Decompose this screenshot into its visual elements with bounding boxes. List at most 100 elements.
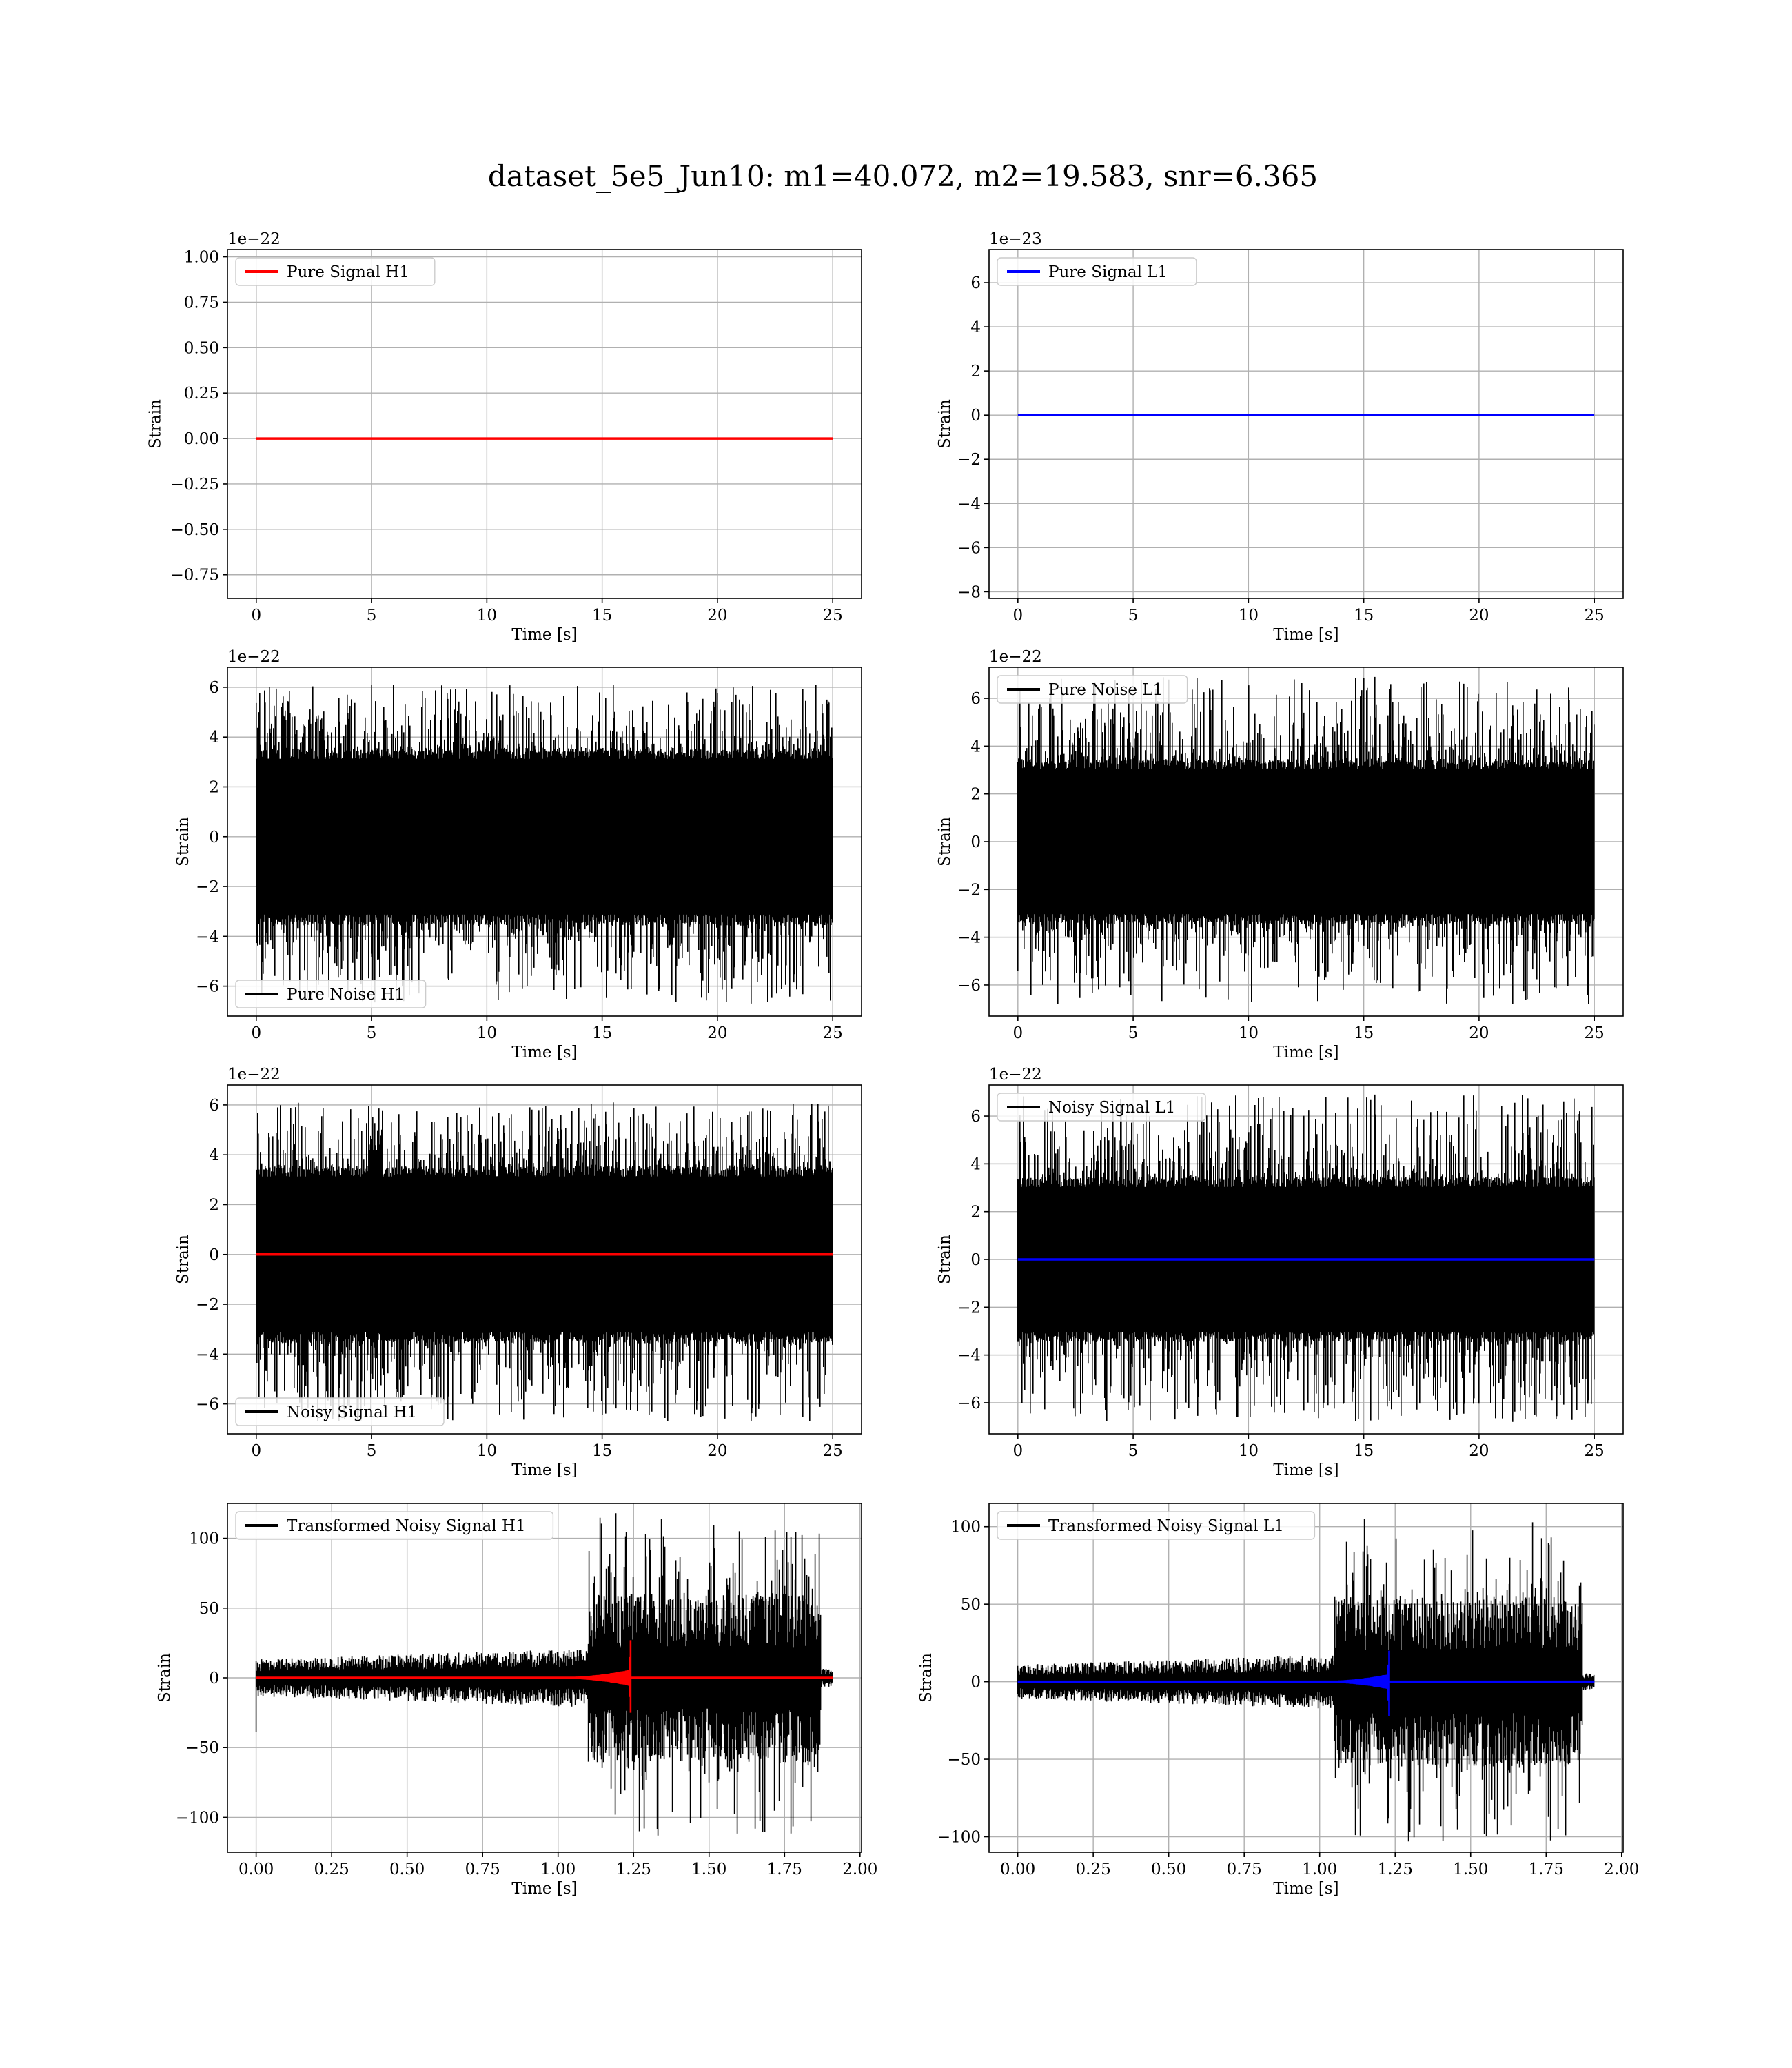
- x-tick-label: 0.50: [389, 1861, 425, 1878]
- y-tick-label: 4: [970, 318, 981, 336]
- y-axis-label: Strain: [936, 817, 954, 866]
- legend-label: Transformed Noisy Signal H1: [287, 1517, 526, 1535]
- y-tick-label: 0: [970, 833, 981, 851]
- legend: Transformed Noisy Signal H1: [235, 1511, 554, 1540]
- y-tick-label: 0: [970, 1251, 981, 1269]
- y-tick-label: 0.50: [184, 339, 219, 357]
- x-axis-label: Time [s]: [1273, 1461, 1338, 1479]
- x-tick-label: 1.00: [1302, 1861, 1337, 1878]
- y-tick-label: 0: [970, 1674, 981, 1692]
- y-tick-label: 4: [209, 1146, 219, 1164]
- legend-label: Pure Noise L1: [1048, 681, 1163, 699]
- x-tick-label: 10: [1239, 607, 1259, 625]
- x-tick-label: 1.50: [691, 1861, 726, 1878]
- y-tick-label: −8: [957, 583, 981, 601]
- subplot-grid: 0 5 10 15 20 25−0.75−0.50−0.250.000.250.500.7…: [147, 230, 1640, 1898]
- y-tick-label: 0: [209, 829, 219, 847]
- legend-label: Pure Signal L1: [1048, 263, 1168, 281]
- y-tick-label: 1.00: [184, 249, 219, 267]
- legend-box: [997, 257, 1197, 286]
- y-tick-label: 2: [209, 778, 219, 796]
- subplot-pure-noise-h1: 0 5 10 15 20 25 −6 −4 −2 0 2 4 6 Time [s] Strain 1e−22 P…: [174, 648, 862, 1062]
- x-tick-label: 15: [1354, 1024, 1374, 1042]
- subplot-transformed-noisy-signal-h1: 0.00 0.25 0.50 0.75 1.00 1.25 1.50 1.75 2.00 −100…: [156, 1503, 877, 1898]
- legend: Transformed Noisy Signal L1: [997, 1511, 1316, 1540]
- legend-label: Noisy Signal L1: [1048, 1099, 1175, 1117]
- subplot-noisy-signal-l1: 0 5 10 15 20 25 −6 −4 −2 0 2 4 6 Time [s] Strain 1e−22 N…: [936, 1066, 1624, 1479]
- y-tick-label: −2: [957, 881, 981, 899]
- y-axis-label: Strain: [156, 1653, 174, 1703]
- x-tick-label: 10: [1239, 1442, 1259, 1460]
- x-tick-label: 5: [1128, 1024, 1139, 1042]
- y-tick-label: 6: [209, 1097, 219, 1115]
- legend-box: [997, 675, 1188, 704]
- x-tick-label: 20: [707, 607, 727, 625]
- series-pure-noise-l1: [1017, 676, 1595, 1004]
- x-tick-label: 0.00: [238, 1861, 274, 1878]
- y-tick-label: 2: [209, 1196, 219, 1214]
- x-axis-label: Time [s]: [511, 626, 577, 644]
- y-axis-label: Strain: [174, 817, 192, 866]
- series-noisy-signal-h1: [256, 1102, 833, 1421]
- x-tick-label: 10: [477, 607, 497, 625]
- axes-frame: [227, 667, 862, 1017]
- y-tick-label: −6: [957, 539, 981, 557]
- x-tick-label: 0.75: [1227, 1861, 1262, 1878]
- axes-frame: [227, 1084, 862, 1435]
- y-tick-label: 50: [961, 1596, 981, 1614]
- series-transformed-noisy-signal-l1: [1017, 1519, 1595, 1842]
- y-axis-label: Strain: [936, 399, 954, 449]
- y-tick-label: −4: [957, 495, 981, 513]
- legend-label: Pure Signal H1: [287, 263, 409, 281]
- offset-text: 1e−23: [989, 230, 1042, 248]
- x-tick-label: 1.75: [1529, 1861, 1564, 1878]
- y-tick-label: 0: [209, 1670, 219, 1687]
- y-tick-label: 100: [950, 1519, 981, 1537]
- legend-label: Transformed Noisy Signal L1: [1048, 1517, 1284, 1535]
- x-tick-label: 25: [823, 607, 843, 625]
- grid: [227, 250, 862, 598]
- offset-text: 1e−22: [227, 648, 281, 666]
- x-tick-label: 10: [477, 1442, 497, 1460]
- y-tick-label: −6: [196, 978, 219, 996]
- x-tick-label: 15: [1354, 1442, 1374, 1460]
- x-tick-label: 0.75: [465, 1861, 500, 1878]
- plot-area: [255, 1513, 833, 1836]
- legend: Noisy Signal H1: [235, 1397, 445, 1426]
- y-tick-label: −0.75: [171, 567, 219, 585]
- y-tick-label: −100: [937, 1829, 981, 1847]
- legend: Noisy Signal L1: [997, 1093, 1206, 1122]
- series-pure-noise-h1: [256, 685, 833, 1004]
- y-tick-label: −2: [196, 1296, 219, 1314]
- y-tick-label: 0.00: [184, 430, 219, 448]
- axes-frame: [988, 249, 1624, 599]
- y-tick-label: 6: [209, 679, 219, 697]
- series-signal: [1291, 1650, 1390, 1716]
- y-tick-label: 0.75: [184, 294, 219, 312]
- y-tick-label: 6: [970, 690, 981, 708]
- x-tick-label: 5: [367, 1024, 377, 1042]
- x-axis-label: Time [s]: [511, 1461, 577, 1479]
- x-tick-label: 25: [823, 1024, 843, 1042]
- y-tick-label: −0.50: [171, 521, 219, 539]
- x-tick-label: 15: [592, 1442, 612, 1460]
- x-tick-label: 20: [707, 1024, 727, 1042]
- x-tick-label: 1.25: [616, 1861, 651, 1878]
- y-tick-label: 2: [970, 363, 981, 381]
- x-tick-label: 25: [1585, 1024, 1605, 1042]
- x-tick-label: 0.25: [314, 1861, 349, 1878]
- legend: Pure Signal L1: [997, 257, 1197, 286]
- y-tick-label: −6: [957, 977, 981, 995]
- x-tick-label: 5: [1128, 607, 1139, 625]
- x-tick-label: 0.50: [1151, 1861, 1186, 1878]
- y-tick-label: −0.25: [171, 476, 219, 494]
- offset-text: 1e−22: [989, 648, 1042, 666]
- legend-box: [997, 1511, 1316, 1540]
- subplot-noisy-signal-h1: 0 5 10 15 20 25 −6 −4 −2 0 2 4 6 Time [s] Strain 1e−22 N…: [174, 1066, 862, 1479]
- y-tick-label: 6: [970, 1108, 981, 1126]
- legend-box: [235, 1511, 554, 1540]
- x-tick-label: 5: [1128, 1442, 1139, 1460]
- axes-frame: [227, 249, 862, 599]
- x-tick-label: 0.25: [1076, 1861, 1111, 1878]
